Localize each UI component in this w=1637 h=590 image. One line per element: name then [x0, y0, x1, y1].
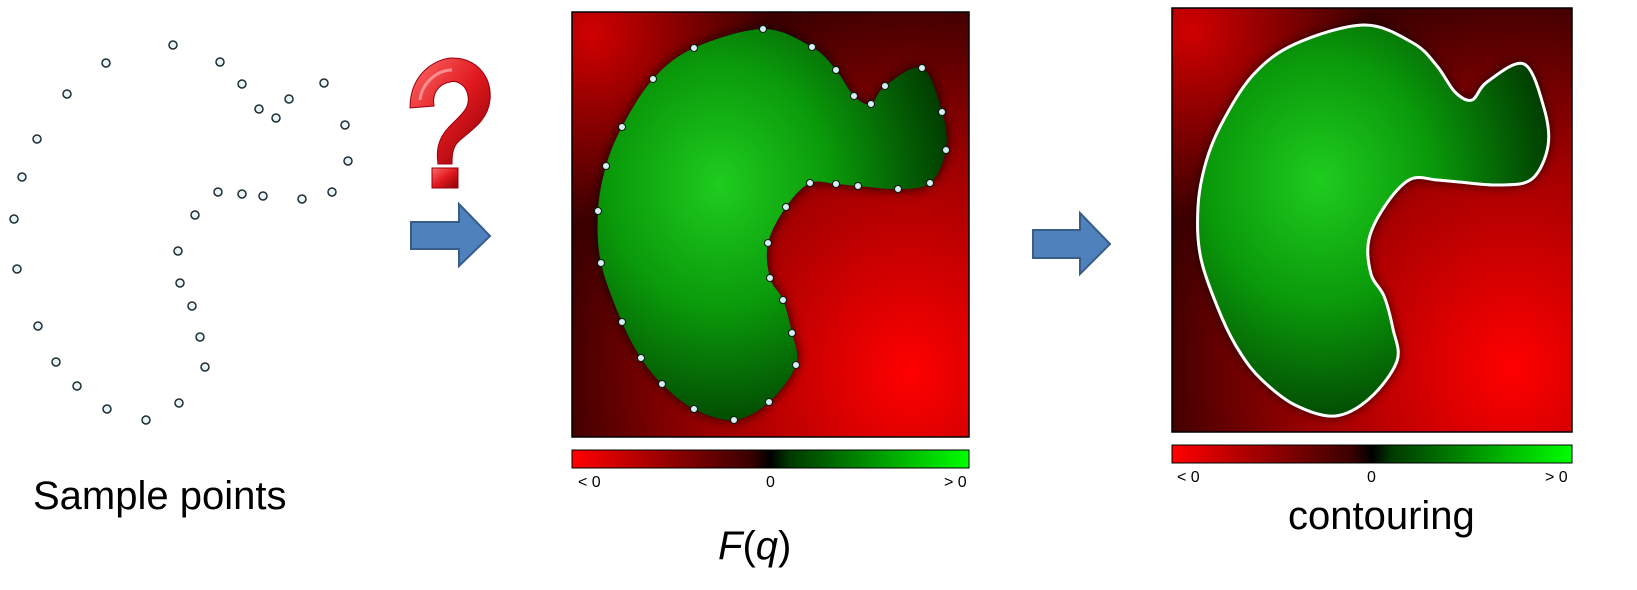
sample-point — [213, 187, 223, 197]
sample-point — [850, 92, 858, 100]
sample-point — [33, 321, 43, 331]
sample-point — [938, 108, 946, 116]
sample-point — [602, 162, 610, 170]
colorbar-pos-label: > 0 — [1545, 469, 1568, 486]
sample-point — [779, 296, 787, 304]
colorbar-contour — [1171, 444, 1573, 464]
sample-point — [32, 134, 42, 144]
sample-point — [788, 329, 796, 337]
sample-point — [12, 264, 22, 274]
sample-point — [62, 89, 72, 99]
sample-point — [637, 354, 645, 362]
sample-point — [926, 179, 934, 187]
right-arrow-icon — [1032, 210, 1112, 277]
colorbar-neg-label: < 0 — [578, 474, 601, 491]
caption-open-paren: ( — [742, 524, 756, 568]
sample-point — [782, 203, 790, 211]
sample-point — [327, 187, 337, 197]
sample-point — [9, 214, 19, 224]
sample-point — [168, 40, 178, 50]
sample-point — [764, 239, 772, 247]
sample-point — [649, 75, 657, 83]
sample-point — [200, 362, 210, 372]
colorbar-implicit — [571, 449, 970, 469]
sample-point — [658, 380, 666, 388]
sample-points-scatter — [9, 40, 353, 425]
sample-point — [195, 332, 205, 342]
sample-point — [690, 44, 698, 52]
contour-panel — [1172, 8, 1572, 432]
sample-point — [175, 278, 185, 288]
sample-point — [284, 94, 294, 104]
sample-point — [690, 405, 698, 413]
sample-point — [618, 123, 626, 131]
sample-point — [173, 246, 183, 256]
sample-point — [618, 318, 626, 326]
colorbar-zero-label: 0 — [766, 474, 775, 491]
sample-point — [237, 79, 247, 89]
sample-point — [867, 100, 875, 108]
sample-point — [190, 210, 200, 220]
sample-point — [792, 361, 800, 369]
sample-point — [297, 194, 307, 204]
sample-point — [594, 207, 602, 215]
sample-point — [766, 274, 774, 282]
sample-point — [258, 191, 268, 201]
caption-implicit-function: F(q) — [718, 524, 791, 569]
sample-point — [918, 64, 926, 72]
sample-point — [765, 398, 773, 406]
sample-point — [832, 66, 840, 74]
sample-point — [832, 180, 840, 188]
sample-point — [102, 404, 112, 414]
sample-point — [806, 179, 814, 187]
sample-point — [854, 182, 862, 190]
sample-point — [597, 259, 605, 267]
sample-point — [340, 120, 350, 130]
sample-point — [101, 58, 111, 68]
sample-point — [237, 189, 247, 199]
sample-point — [17, 172, 27, 182]
caption-close-paren: ) — [778, 524, 792, 568]
sample-point — [187, 301, 197, 311]
caption-contouring: contouring — [1288, 494, 1475, 538]
sample-point — [51, 357, 61, 367]
caption-sample-points: Sample points — [33, 474, 287, 518]
colorbar-zero-label: 0 — [1367, 469, 1376, 486]
question-mark-icon — [409, 57, 491, 189]
sample-point — [319, 78, 329, 88]
right-arrow-icon — [410, 201, 492, 269]
sample-point — [808, 43, 816, 51]
sample-point — [730, 416, 738, 424]
sample-point — [174, 398, 184, 408]
colorbar-neg-label: < 0 — [1177, 469, 1200, 486]
sample-point — [942, 146, 950, 154]
sample-point — [881, 82, 889, 90]
sample-point — [215, 57, 225, 67]
implicit-function-frame — [571, 11, 970, 438]
sample-point — [72, 381, 82, 391]
sample-point — [343, 156, 353, 166]
sample-point — [759, 25, 767, 33]
sample-point — [254, 104, 264, 114]
contour-frame — [1171, 7, 1573, 433]
caption-f-symbol: F — [718, 524, 743, 568]
implicit-function-panel — [572, 12, 969, 437]
sample-point — [271, 113, 281, 123]
sample-point — [141, 415, 151, 425]
colorbar-pos-label: > 0 — [944, 474, 967, 491]
caption-q-symbol: q — [755, 524, 779, 568]
sample-point — [894, 185, 902, 193]
